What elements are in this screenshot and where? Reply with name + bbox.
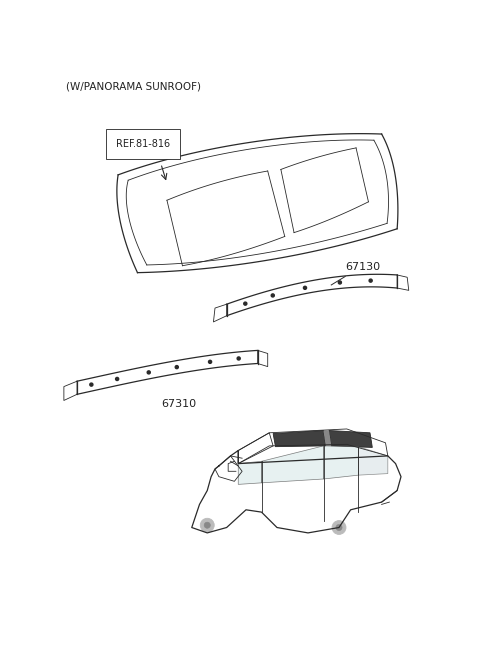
Polygon shape [324, 430, 331, 446]
Circle shape [270, 292, 276, 299]
Circle shape [332, 521, 346, 534]
Circle shape [338, 281, 341, 284]
Circle shape [337, 280, 343, 286]
Circle shape [236, 356, 242, 362]
Circle shape [271, 294, 274, 297]
Text: REF.81-816: REF.81-816 [116, 139, 170, 149]
Circle shape [90, 383, 93, 386]
Polygon shape [359, 447, 388, 475]
Circle shape [200, 518, 214, 532]
Circle shape [204, 522, 210, 529]
Circle shape [237, 357, 240, 360]
Circle shape [88, 381, 95, 388]
Circle shape [302, 285, 308, 291]
Circle shape [147, 371, 150, 374]
Circle shape [114, 376, 120, 382]
Circle shape [145, 369, 152, 375]
Circle shape [325, 514, 353, 542]
Circle shape [242, 301, 249, 307]
Circle shape [175, 365, 179, 369]
Circle shape [368, 278, 374, 284]
Polygon shape [329, 430, 372, 447]
Circle shape [369, 279, 372, 282]
Circle shape [303, 286, 307, 290]
Text: (W/PANORAMA SUNROOF): (W/PANORAMA SUNROOF) [66, 81, 201, 92]
Circle shape [207, 359, 213, 365]
Text: 67130: 67130 [345, 261, 380, 272]
Circle shape [362, 149, 367, 155]
Polygon shape [262, 446, 324, 483]
Polygon shape [273, 430, 326, 447]
Circle shape [116, 377, 119, 381]
Circle shape [193, 512, 221, 539]
Circle shape [208, 360, 212, 364]
Polygon shape [238, 461, 262, 485]
Circle shape [174, 364, 180, 370]
Text: 67310: 67310 [161, 399, 196, 409]
Circle shape [244, 302, 247, 305]
Circle shape [336, 525, 342, 531]
Polygon shape [324, 446, 359, 479]
